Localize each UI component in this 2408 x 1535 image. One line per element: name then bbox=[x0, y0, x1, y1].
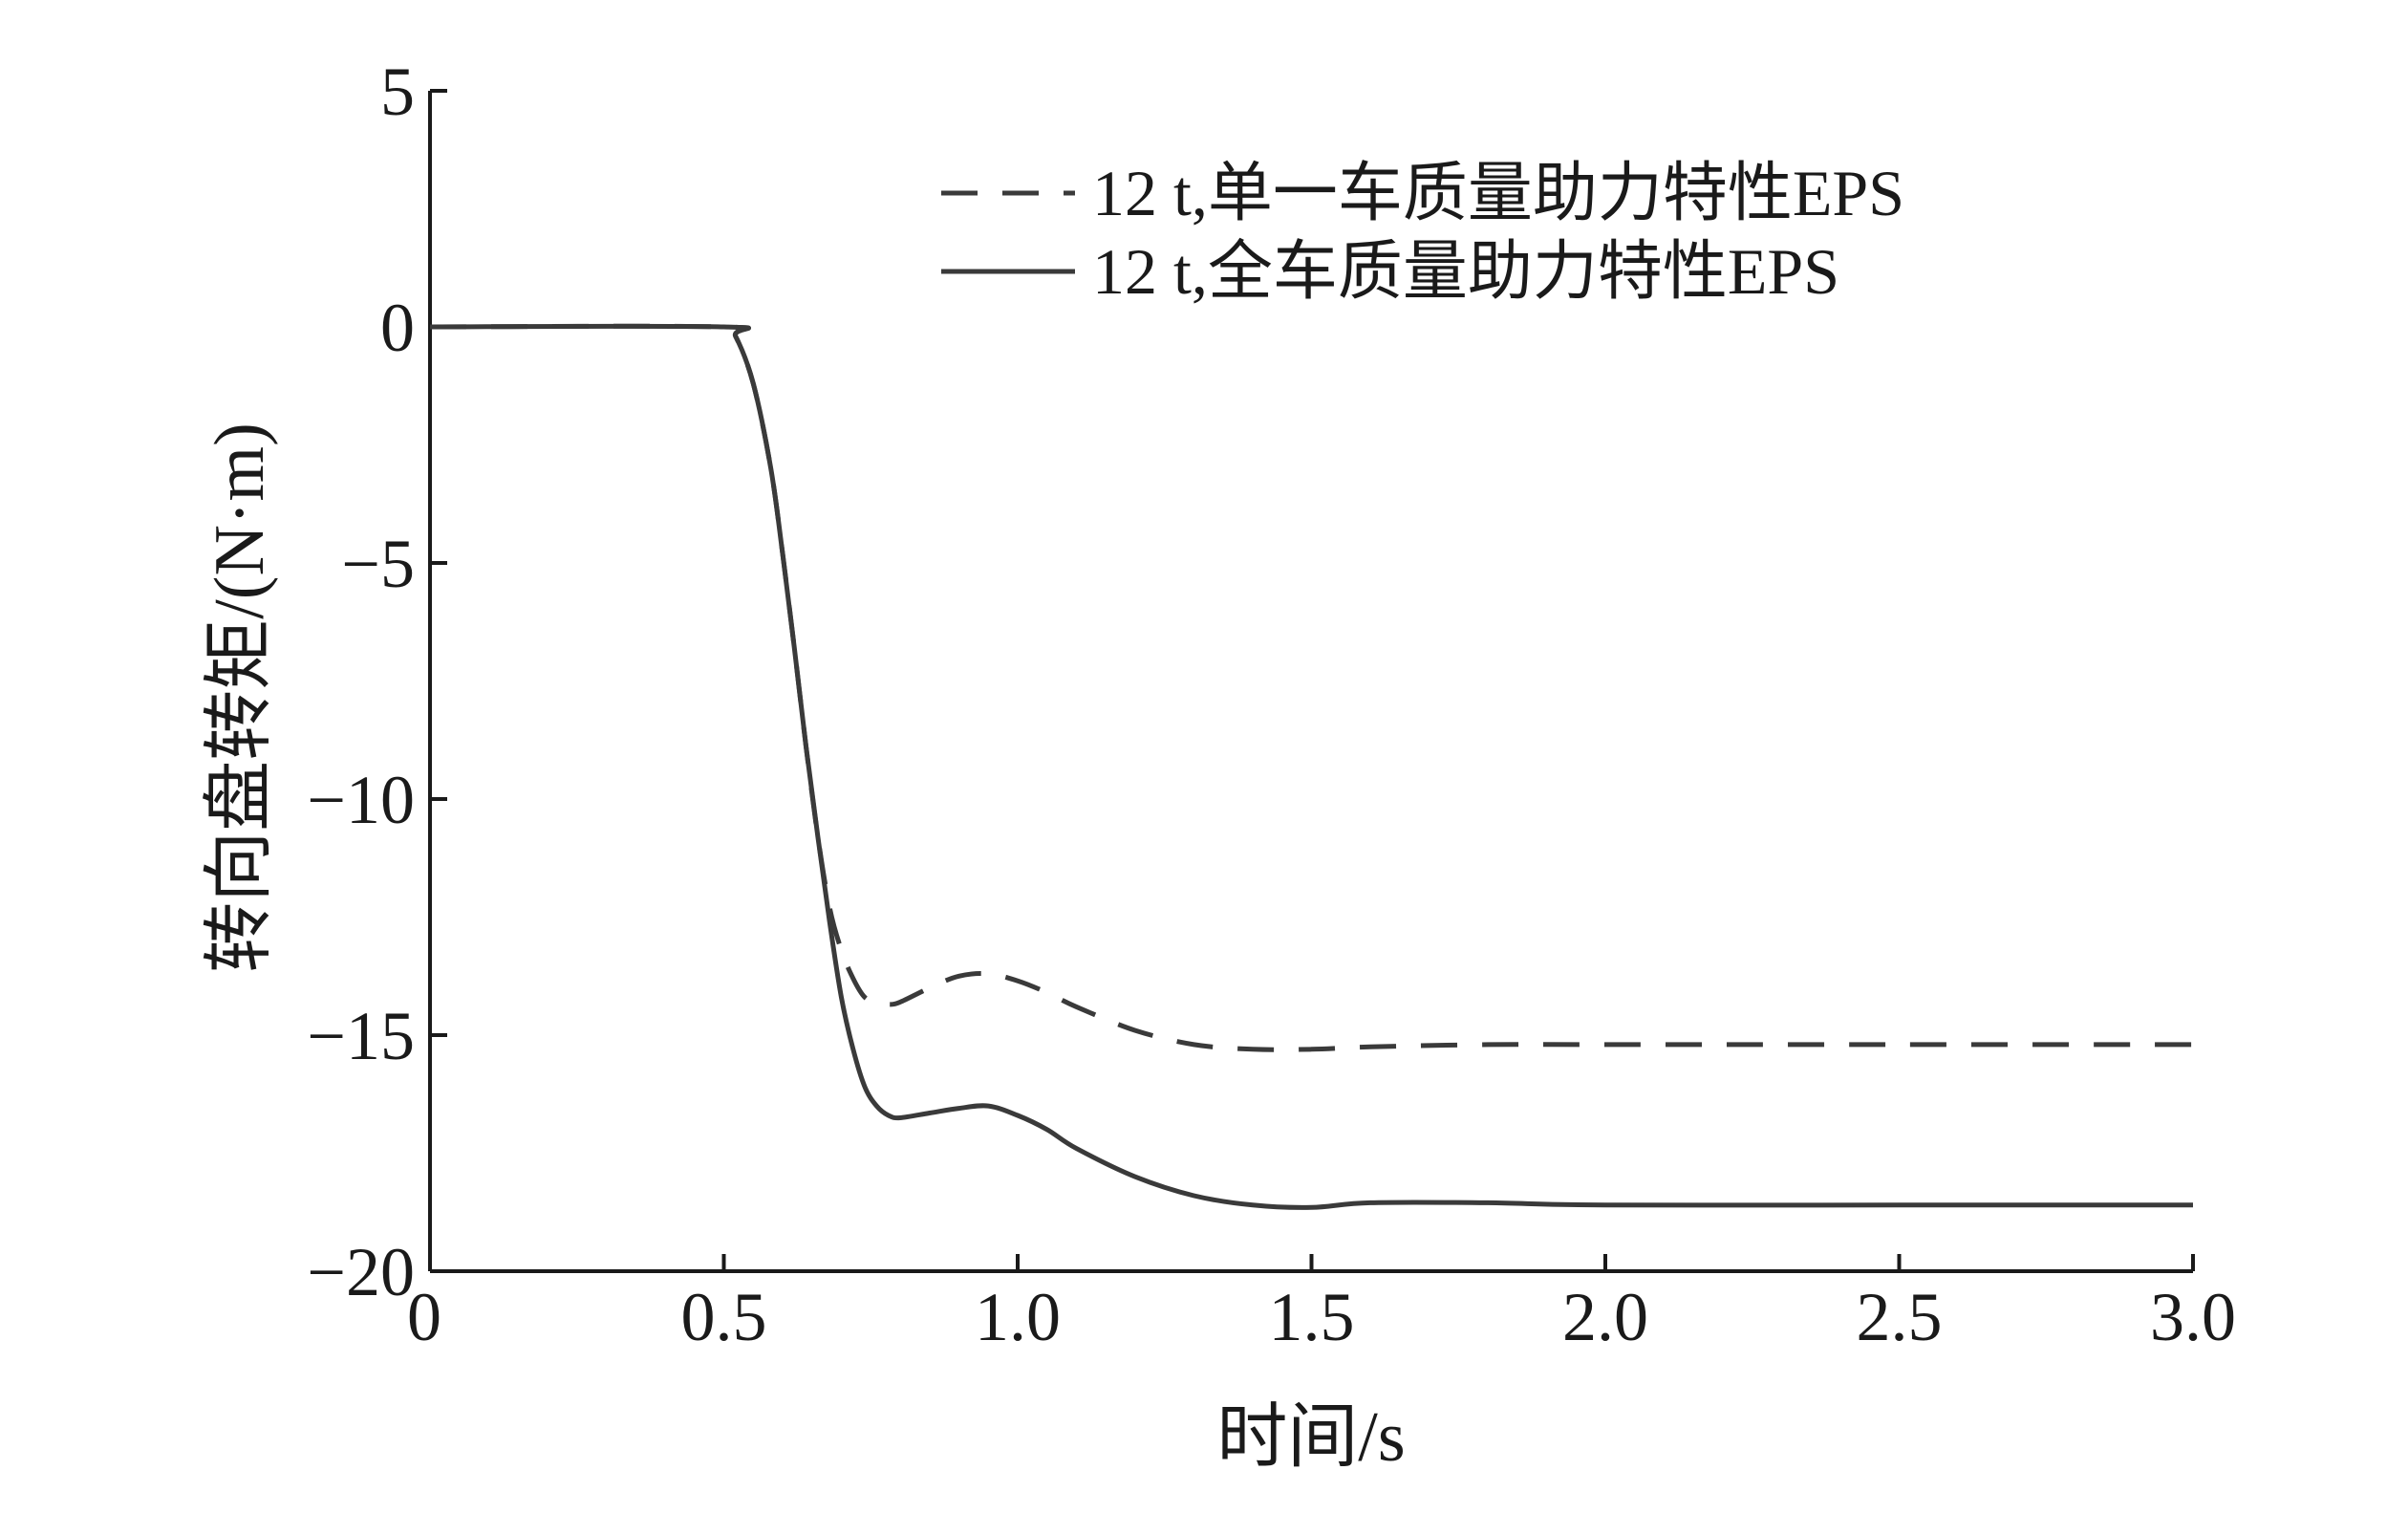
series-line-single-mass-eps bbox=[429, 323, 2193, 1052]
y-tick-label: −15 bbox=[307, 998, 415, 1074]
y-tick-label: 5 bbox=[380, 54, 415, 130]
y-tick-label: −10 bbox=[307, 762, 415, 838]
plot-lines bbox=[429, 323, 2193, 1210]
y-tick-label: −20 bbox=[307, 1234, 415, 1310]
y-tick-label: 0 bbox=[380, 290, 415, 366]
legend-label-full-mass-eps: 12 t,全车质量助力特性EPS bbox=[1092, 235, 1839, 308]
legend-label-single-mass-eps: 12 t,单一车质量助力特性EPS bbox=[1092, 157, 1904, 229]
tick-labels: 0 0.5 1.0 1.5 2.0 2.5 3.0 5 0 −5 −10 −15 −20 bbox=[307, 54, 2236, 1355]
y-axis-title: 转向盘转矩/(N·m) bbox=[201, 422, 279, 973]
series-line-full-mass-eps bbox=[429, 323, 2193, 1210]
x-tick-label: 2.0 bbox=[1562, 1279, 1648, 1355]
x-tick-label: 3.0 bbox=[2150, 1279, 2236, 1355]
legend: 12 t,单一车质量助力特性EPS 12 t,全车质量助力特性EPS bbox=[941, 157, 1904, 308]
x-tick-label: 0 bbox=[407, 1279, 441, 1355]
x-axis-title: 时间/s bbox=[1216, 1398, 1405, 1477]
x-tick-label: 2.5 bbox=[1857, 1279, 1943, 1355]
x-tick-label: 1.5 bbox=[1269, 1279, 1355, 1355]
y-tick-label: −5 bbox=[341, 526, 415, 602]
x-tick-label: 1.0 bbox=[975, 1279, 1061, 1355]
x-tick-label: 0.5 bbox=[681, 1279, 767, 1355]
